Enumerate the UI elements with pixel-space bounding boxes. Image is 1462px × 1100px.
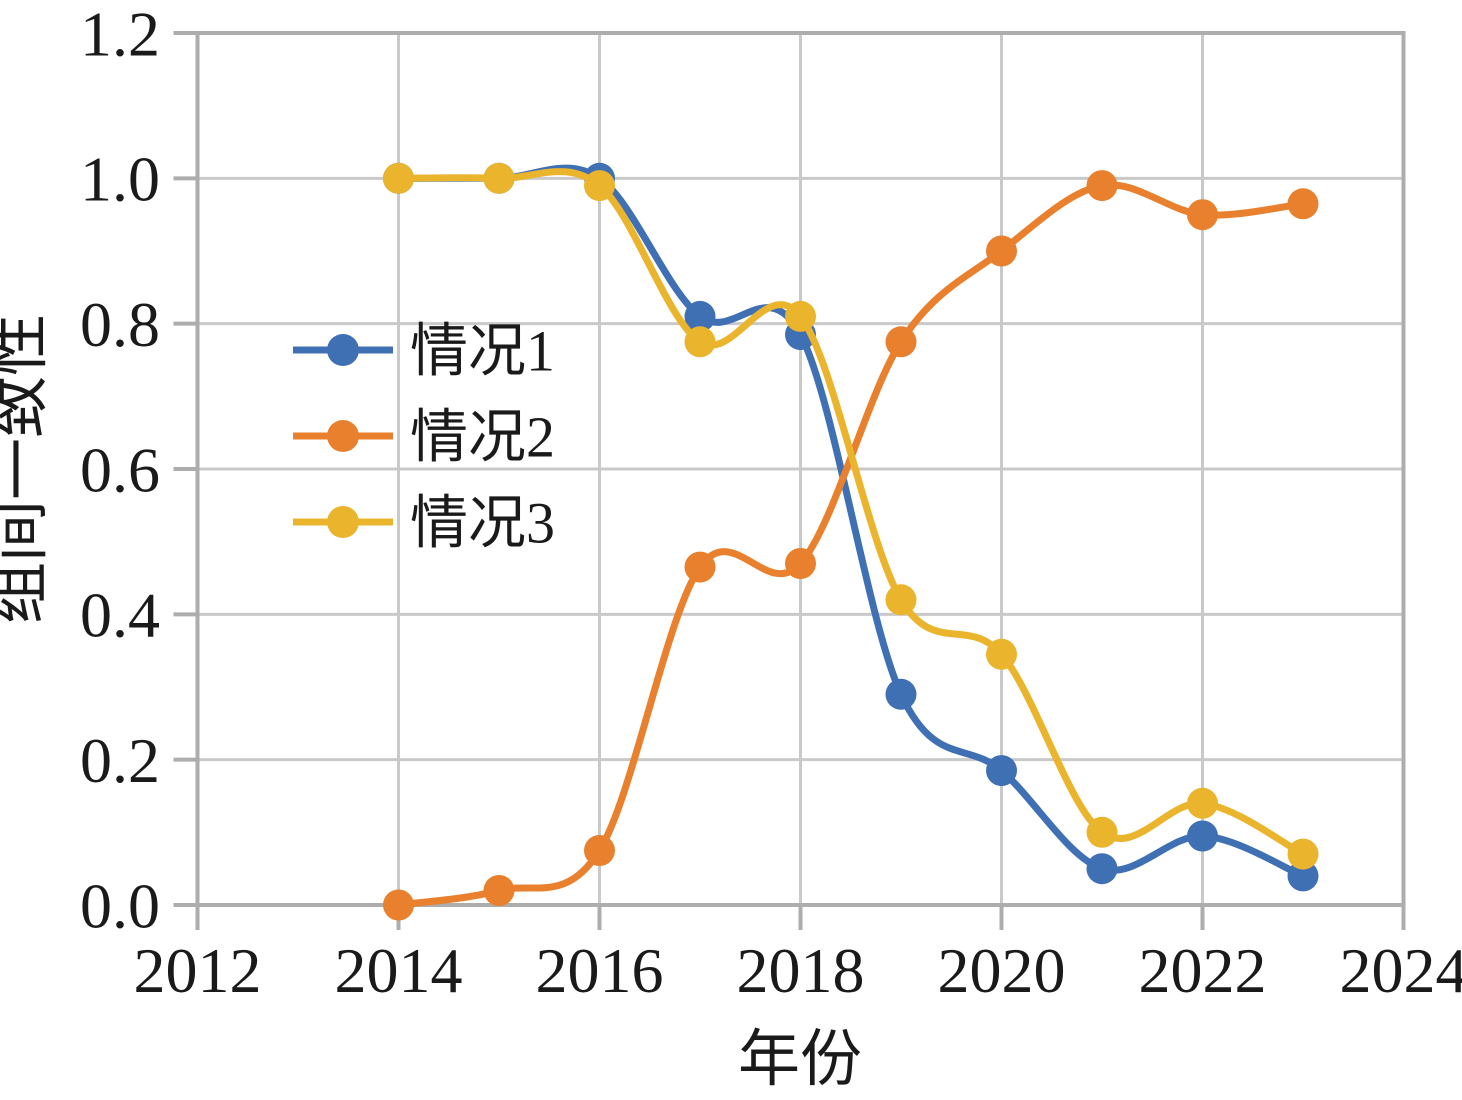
legend-marker-2 <box>327 420 359 452</box>
series-layer <box>383 162 1319 921</box>
series-1-marker-2023 <box>1287 860 1319 892</box>
series-2-marker-2014 <box>383 889 414 921</box>
legend-item-2: 情况2 <box>293 404 555 469</box>
y-tick-label-0.2: 0.2 <box>80 725 160 796</box>
series-3-marker-2017 <box>684 326 716 358</box>
series-1-marker-2022 <box>1187 820 1218 852</box>
y-tick-label-0.0: 0.0 <box>80 870 160 941</box>
series-3-marker-2021 <box>1086 816 1118 848</box>
series-3-marker-2020 <box>986 638 1017 670</box>
series-2-marker-2020 <box>986 235 1017 267</box>
series-1-marker-2020 <box>986 755 1017 787</box>
y-tick-label-0.6: 0.6 <box>80 434 160 505</box>
legend-label-2: 情况2 <box>410 404 555 469</box>
legend-label-3: 情况3 <box>410 490 555 555</box>
y-tick-label-0.4: 0.4 <box>80 580 160 651</box>
x-tick-label-2014: 2014 <box>335 935 463 1006</box>
series-1-marker-2021 <box>1086 853 1118 885</box>
series-3-marker-2019 <box>885 584 917 616</box>
series-2 <box>383 170 1319 921</box>
series-2-marker-2022 <box>1187 199 1218 231</box>
legend-item-1: 情况1 <box>293 318 555 383</box>
series-1-line <box>395 164 1307 880</box>
series-2-marker-2019 <box>885 326 917 358</box>
tick-layer <box>173 31 1406 930</box>
series-2-marker-2017 <box>684 551 716 583</box>
series-2-line <box>395 181 1307 909</box>
x-axis-label: 年份 <box>738 1026 862 1094</box>
legend-marker-3 <box>327 506 359 538</box>
series-3-marker-2014 <box>383 162 414 194</box>
series-2-marker-2021 <box>1086 170 1118 202</box>
x-tick-label-2020: 2020 <box>938 935 1066 1006</box>
series-2-marker-2016 <box>584 835 615 866</box>
y-tick-label-1.0: 1.0 <box>80 144 160 215</box>
legend: 情况1 情况2 情况3 <box>293 318 555 555</box>
x-tick-label-2016: 2016 <box>536 935 664 1006</box>
series-3-marker-2015 <box>483 162 515 194</box>
y-tick-label-1.2: 1.2 <box>80 0 160 69</box>
series-3-line <box>395 168 1307 858</box>
x-tick-label-2024: 2024 <box>1340 935 1462 1006</box>
series-1-marker-2017 <box>684 300 716 332</box>
series-3-marker-2023 <box>1287 838 1319 870</box>
legend-label-1: 情况1 <box>410 318 555 383</box>
series-3-marker-2022 <box>1187 787 1218 819</box>
y-axis-label: 组间一致性 <box>0 314 54 624</box>
series-2-marker-2023 <box>1287 188 1319 220</box>
series-1-marker-2019 <box>885 678 917 710</box>
tick-label-layer: 2012 2014 2016 2018 2020 2022 2024 0.0 0.2 0.4 0.6… <box>80 0 1462 1006</box>
series-3-marker-2018 <box>785 300 816 332</box>
x-tick-label-2018: 2018 <box>737 935 865 1006</box>
x-tick-label-2022: 2022 <box>1139 935 1267 1006</box>
y-tick-label-0.8: 0.8 <box>80 289 160 360</box>
legend-marker-1 <box>327 334 359 366</box>
series-2-marker-2015 <box>483 875 515 906</box>
series-2-marker-2018 <box>785 548 816 579</box>
x-tick-label-2012: 2012 <box>134 935 262 1006</box>
series-3 <box>383 162 1319 870</box>
series-3-marker-2016 <box>584 170 615 202</box>
grid-layer <box>196 31 1405 907</box>
legend-item-3: 情况3 <box>293 490 555 555</box>
